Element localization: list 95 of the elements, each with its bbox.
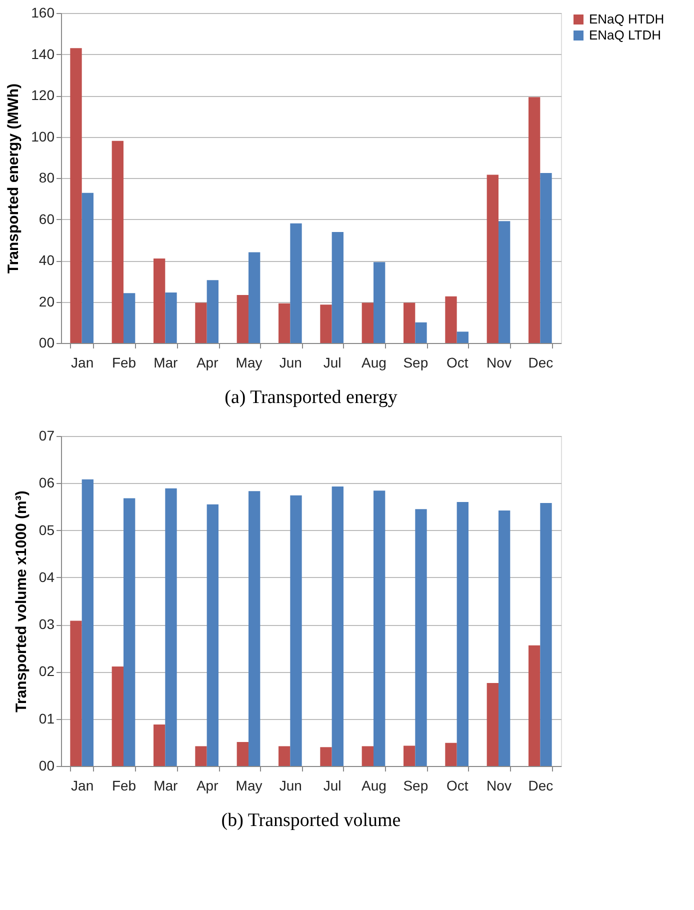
bar: [404, 302, 416, 343]
bar: [112, 666, 124, 766]
x-tick-label: Jan: [71, 778, 94, 794]
bar: [206, 504, 218, 766]
bar: [362, 746, 374, 766]
y-tick-label: 03: [38, 616, 55, 632]
x-tick-label: Apr: [196, 354, 219, 370]
bar: [236, 294, 248, 343]
y-tick-label: 80: [38, 170, 55, 186]
bar: [498, 221, 510, 343]
bar: [278, 303, 290, 343]
x-tick-label: Mar: [154, 778, 178, 794]
x-tick-label: Jul: [323, 354, 342, 370]
bar: [112, 140, 124, 343]
y-tick-label: 07: [38, 428, 55, 444]
bar: [445, 742, 457, 766]
bar: [154, 724, 166, 766]
bar: [70, 620, 82, 766]
y-axis-title: Transported energy (MWh): [5, 83, 22, 274]
bar: [124, 293, 136, 343]
x-tick-label: Feb: [112, 778, 136, 794]
bar: [362, 302, 374, 343]
x-tick-label: Jan: [71, 354, 94, 370]
bar: [278, 746, 290, 766]
y-tick-label: 140: [31, 46, 55, 62]
bar: [415, 509, 427, 766]
legend-label: ENaQ HTDH: [589, 12, 664, 26]
bar: [486, 683, 498, 766]
bar: [70, 48, 82, 343]
bar: [195, 302, 207, 343]
x-tick-label: Dec: [528, 778, 554, 794]
bar: [124, 498, 136, 766]
x-tick-label: Jul: [323, 778, 342, 794]
x-tick-label: Nov: [486, 778, 512, 794]
bar: [415, 322, 427, 343]
x-tick-label: Feb: [112, 354, 136, 370]
legend-label: ENaQ LTDH: [589, 28, 661, 42]
bar: [195, 746, 207, 766]
bar: [528, 97, 540, 343]
bar: [206, 280, 218, 343]
y-tick-label: 01: [38, 710, 55, 726]
text: (b) Transported volume: [221, 810, 401, 831]
x-tick-label: Mar: [154, 354, 178, 370]
x-tick-label: May: [236, 778, 262, 794]
bar: [374, 262, 386, 343]
bar: [374, 490, 386, 766]
bar: [332, 232, 344, 343]
x-tick-label: Apr: [196, 778, 219, 794]
y-axis-title: Transported volume x1000 (m³): [12, 490, 30, 712]
bar: [498, 510, 510, 766]
y-tick-label: 60: [38, 210, 55, 227]
x-tick-label: Aug: [362, 354, 386, 370]
bar: [82, 192, 94, 343]
bar: [486, 174, 498, 343]
x-tick-label: Oct: [446, 778, 468, 794]
bar: [445, 296, 457, 343]
x-tick-label: May: [236, 354, 262, 370]
bar: [528, 645, 540, 766]
bar: [165, 488, 177, 766]
y-tick-label: 06: [38, 474, 55, 491]
bar: [540, 502, 552, 766]
text: (a) Transported energy: [224, 387, 398, 408]
bar: [82, 479, 94, 766]
bar: [236, 742, 248, 766]
bar: [404, 746, 416, 766]
x-tick-label: Jun: [279, 778, 302, 794]
y-tick-label: 05: [38, 522, 55, 538]
bar: [540, 173, 552, 343]
bar: [248, 252, 260, 343]
y-tick-label: 100: [31, 128, 55, 144]
bar: [456, 332, 468, 343]
x-tick-label: Jun: [279, 354, 302, 370]
bar: [290, 495, 302, 766]
bar: [320, 747, 332, 766]
bar: [248, 491, 260, 766]
y-tick-label: 20: [38, 293, 55, 310]
bar: [320, 304, 332, 343]
y-tick-label: 40: [38, 252, 55, 268]
y-tick-label: 00: [38, 758, 55, 774]
x-tick-label: Oct: [446, 354, 468, 370]
bar: [165, 292, 177, 343]
bar: [456, 502, 468, 766]
bar: [332, 486, 344, 766]
x-tick-label: Aug: [362, 778, 386, 794]
y-tick-label: 04: [38, 568, 55, 585]
y-tick-label: 00: [38, 334, 55, 350]
x-tick-label: Sep: [403, 354, 428, 370]
bar: [290, 223, 302, 343]
bar: [154, 258, 166, 343]
x-tick-label: Dec: [528, 354, 554, 370]
y-tick-label: 120: [31, 87, 55, 103]
y-tick-label: 02: [38, 663, 55, 680]
y-tick-label: 160: [31, 4, 55, 20]
x-tick-label: Sep: [403, 778, 428, 794]
x-tick-label: Nov: [486, 354, 512, 370]
